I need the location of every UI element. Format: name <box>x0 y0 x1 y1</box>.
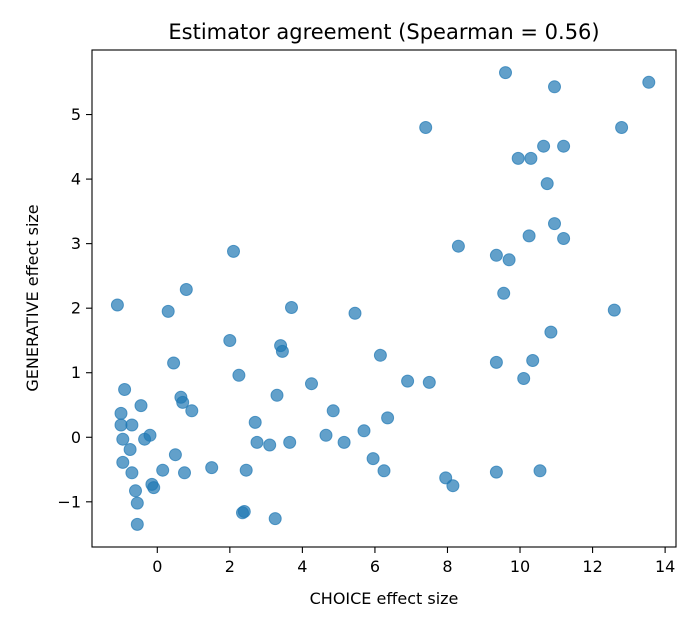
y-axis-ticks: −1 0 1 2 3 4 5 <box>57 105 92 511</box>
data-point <box>118 383 132 396</box>
y-tick-label: 4 <box>71 170 81 189</box>
data-point <box>511 151 525 165</box>
y-axis-label: GENERATIVE effect size <box>23 204 42 391</box>
data-point <box>125 418 139 432</box>
data-point <box>401 374 415 388</box>
data-point <box>557 139 571 153</box>
data-point <box>537 139 551 153</box>
y-tick-label: 2 <box>71 299 81 318</box>
data-point <box>305 377 318 391</box>
data-point <box>451 239 465 253</box>
data-point <box>337 435 351 449</box>
data-point <box>130 496 144 510</box>
data-point <box>517 372 531 385</box>
data-point <box>419 121 433 134</box>
data-point <box>377 464 391 478</box>
data-point <box>357 424 371 438</box>
data-point <box>205 461 219 475</box>
data-point <box>285 301 298 314</box>
y-tick-label: −1 <box>57 492 81 511</box>
data-point <box>185 404 199 418</box>
data-point <box>114 418 128 432</box>
plot-frame <box>91 49 677 548</box>
data-point <box>544 325 558 339</box>
data-point <box>116 432 130 446</box>
data-point <box>522 229 536 243</box>
y-tick-label: 1 <box>71 363 81 382</box>
data-point <box>178 466 191 480</box>
x-tick-label: 4 <box>297 557 307 576</box>
data-point <box>446 479 460 493</box>
data-point <box>114 406 128 420</box>
data-point <box>268 512 282 526</box>
data-point <box>348 306 362 320</box>
data-point <box>227 244 240 258</box>
data-point <box>548 80 561 94</box>
data-point <box>489 355 503 369</box>
data-point <box>168 448 182 462</box>
data-point <box>179 283 193 296</box>
data-point <box>176 395 190 409</box>
data-point <box>502 253 516 267</box>
data-point <box>270 388 284 402</box>
data-point <box>422 375 436 389</box>
data-point <box>110 298 124 312</box>
data-point <box>161 304 175 318</box>
data-point <box>548 217 561 231</box>
data-point <box>116 455 130 469</box>
data-point <box>489 465 503 479</box>
data-point <box>263 438 277 452</box>
data-point <box>275 344 289 358</box>
x-tick-label: 8 <box>442 557 452 576</box>
data-point <box>156 463 170 477</box>
x-tick-label: 10 <box>510 557 530 576</box>
data-point <box>134 399 148 413</box>
data-point <box>497 286 511 300</box>
data-point <box>237 505 251 518</box>
scatter-points <box>110 66 656 531</box>
data-point <box>248 415 262 429</box>
data-point <box>526 354 540 367</box>
data-point <box>381 411 395 425</box>
data-point <box>123 443 137 456</box>
data-point <box>366 452 380 466</box>
x-tick-label: 0 <box>152 557 162 576</box>
data-point <box>239 463 253 477</box>
data-point <box>489 248 503 262</box>
data-point <box>223 334 237 347</box>
y-tick-label: 0 <box>71 428 81 447</box>
y-tick-label: 3 <box>71 234 81 253</box>
data-point <box>125 466 139 480</box>
data-point <box>373 348 387 362</box>
data-point <box>167 356 181 370</box>
data-point <box>540 177 554 191</box>
data-point <box>147 481 161 495</box>
data-point <box>615 121 629 134</box>
data-point <box>143 428 157 442</box>
data-point <box>557 232 571 245</box>
data-point <box>319 428 333 442</box>
data-point <box>499 66 512 80</box>
data-point <box>129 484 142 498</box>
data-point <box>533 464 547 478</box>
data-point <box>326 404 340 418</box>
x-tick-label: 12 <box>582 557 602 576</box>
data-point <box>250 435 264 449</box>
data-point <box>232 368 246 382</box>
x-axis-ticks: 0 2 4 6 8 10 12 14 <box>152 547 675 576</box>
data-point <box>130 517 144 531</box>
x-tick-label: 2 <box>225 557 235 576</box>
chart-title: Estimator agreement (Spearman = 0.56) <box>168 20 599 44</box>
data-point <box>607 303 621 317</box>
data-point <box>642 75 656 89</box>
x-axis-label: CHOICE effect size <box>310 589 459 608</box>
x-tick-label: 14 <box>655 557 675 576</box>
data-point <box>524 151 538 165</box>
y-tick-label: 5 <box>71 105 81 124</box>
data-point <box>283 435 297 449</box>
x-tick-label: 6 <box>370 557 380 576</box>
